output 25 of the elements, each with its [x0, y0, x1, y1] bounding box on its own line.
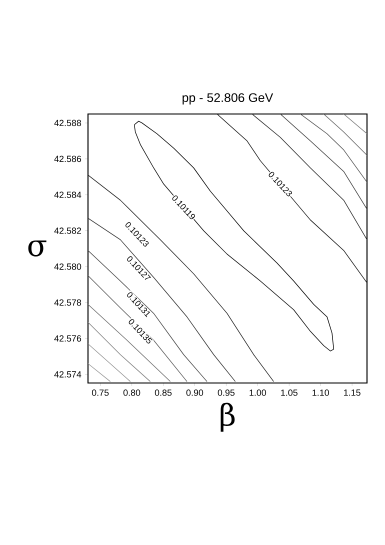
- x-tick-label: 0.75: [92, 390, 109, 396]
- y-tick-label: 42.576: [54, 335, 82, 342]
- line-series: [300, 114, 368, 183]
- x-tick-label: 0.90: [186, 390, 204, 396]
- y-tick-label: 42.588: [54, 120, 82, 126]
- line-series: [88, 250, 208, 382]
- x-tick-label: 0.85: [154, 390, 172, 396]
- x-tick-label: 1.05: [281, 390, 298, 396]
- y-tick-label: 42.582: [54, 228, 82, 234]
- x-tick-label: 1.00: [250, 390, 266, 396]
- line-series: [88, 218, 236, 382]
- x-tick-label: 1.10: [312, 390, 329, 396]
- y-tick-label: 42.586: [54, 156, 82, 162]
- y-tick-label: 42.578: [54, 299, 82, 306]
- line-series: [216, 114, 368, 284]
- y-tick-label: 42.574: [54, 371, 82, 378]
- x-tick-label: 1.15: [344, 390, 360, 396]
- x-tick-label: 0.80: [123, 390, 140, 396]
- chart-title: pp - 52.806 GeV: [182, 93, 274, 104]
- y-axis-title: σ: [28, 240, 46, 256]
- y-tick-label: 42.584: [54, 192, 82, 198]
- y-tick-label: 42.580: [54, 263, 82, 270]
- x-axis-title: β: [220, 402, 235, 432]
- x-tick-label: 0.95: [218, 390, 235, 396]
- line-series: [252, 114, 368, 240]
